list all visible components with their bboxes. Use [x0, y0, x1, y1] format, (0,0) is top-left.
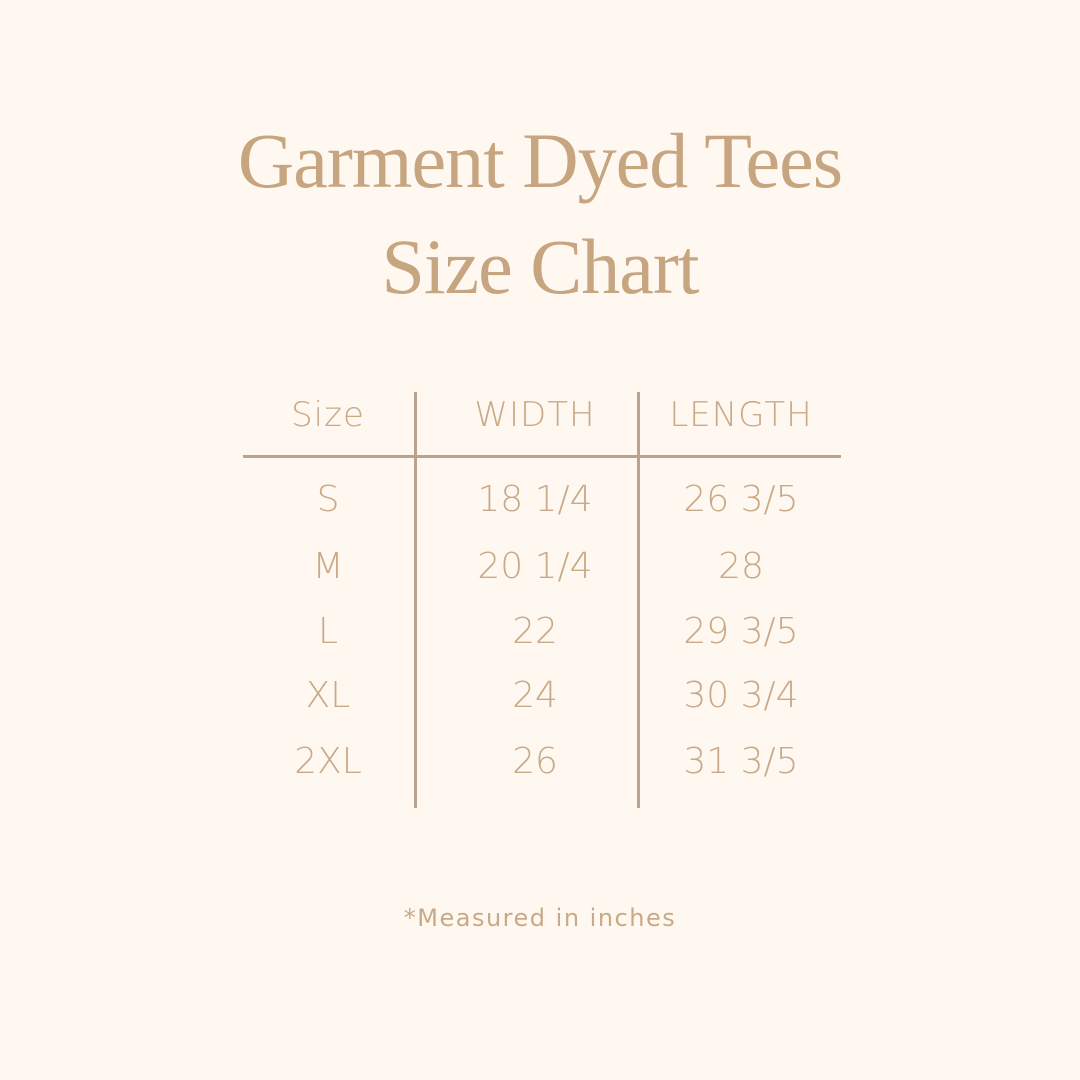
footnote: *Measured in inches: [403, 904, 677, 932]
cell-length: 28: [718, 546, 764, 587]
cell-width: 26: [512, 741, 558, 782]
cell-width: 18 1/4: [477, 479, 593, 520]
cell-length: 29 3/5: [683, 611, 799, 652]
cell-length: 26 3/5: [683, 479, 799, 520]
cell-size: M: [312, 546, 344, 587]
cell-width: 22: [512, 611, 558, 652]
cell-width: 20 1/4: [477, 546, 593, 587]
cell-length: 31 3/5: [683, 741, 799, 782]
header-divider: [243, 455, 841, 458]
header-width: WIDTH: [474, 395, 596, 435]
cell-size: XL: [305, 675, 351, 716]
header-size: Size: [291, 395, 365, 435]
cell-size: S: [316, 479, 340, 520]
cell-size: 2XL: [294, 741, 362, 782]
cell-width: 24: [512, 675, 558, 716]
title-line-1: Garment Dyed Tees: [237, 117, 843, 204]
title-line-2: Size Chart: [381, 223, 699, 310]
column-divider: [414, 392, 417, 808]
cell-length: 30 3/4: [683, 675, 799, 716]
column-divider: [637, 392, 640, 808]
cell-size: L: [317, 611, 339, 652]
header-length: LENGTH: [669, 395, 813, 435]
